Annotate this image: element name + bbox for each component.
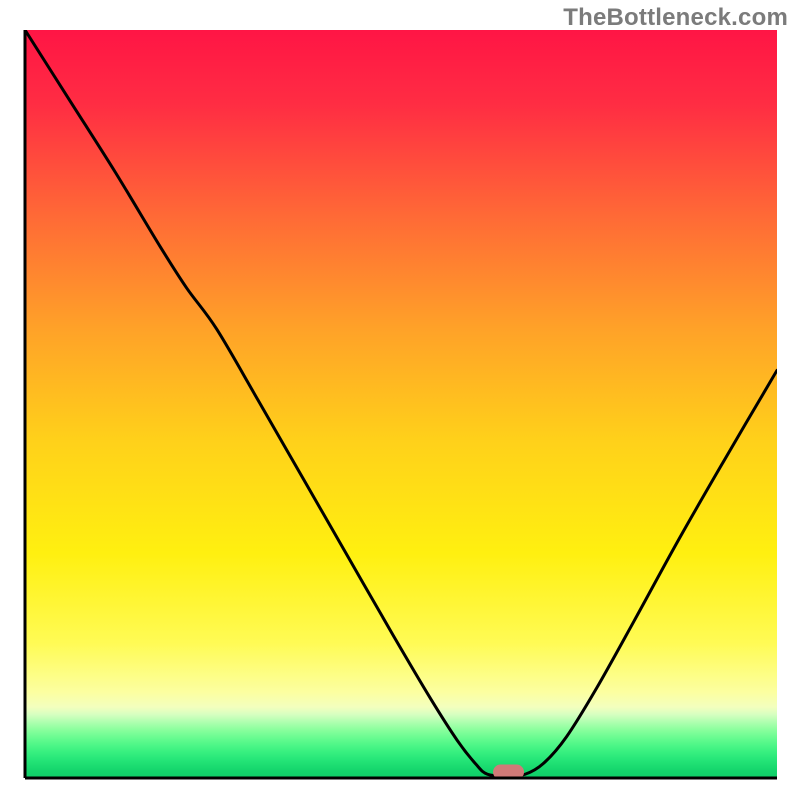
bottleneck-chart [0,0,800,800]
chart-container: TheBottleneck.com [0,0,800,800]
watermark-label: TheBottleneck.com [563,4,788,32]
heat-gradient-background [25,30,777,778]
